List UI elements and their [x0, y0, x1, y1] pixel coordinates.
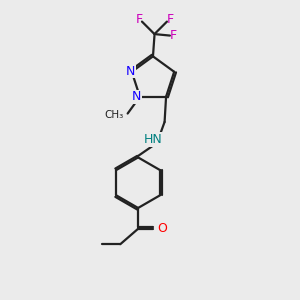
Text: N: N [132, 90, 142, 103]
Text: CH₃: CH₃ [105, 110, 124, 120]
Text: F: F [135, 13, 142, 26]
Text: O: O [157, 222, 167, 235]
Text: F: F [169, 29, 176, 42]
Text: N: N [126, 65, 135, 78]
Text: F: F [167, 13, 173, 26]
Text: HN: HN [143, 133, 162, 146]
